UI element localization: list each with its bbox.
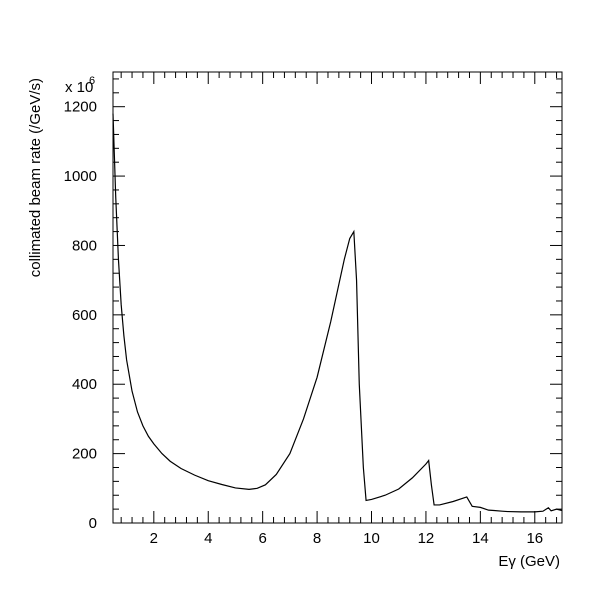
x-tick-label: 16	[526, 530, 543, 547]
plot-frame	[112, 71, 563, 524]
y-tick-label: 1200	[64, 99, 97, 116]
x-tick-label: 14	[472, 530, 489, 547]
y-tick-label: 400	[72, 376, 97, 393]
x-tick-label: 8	[313, 530, 321, 547]
y-multiplier-exponent: 6	[89, 75, 95, 87]
y-axis-label: collimated beam rate (/GeV/s)	[27, 78, 44, 277]
ticks-layer: 2 4 6 8 10 12 14 16 0 200 400 600 800 1000 1200	[64, 72, 562, 547]
y-tick-label: 1000	[64, 168, 97, 185]
y-tick-label: 600	[72, 307, 97, 324]
x-axis-label: Eγ (GeV)	[498, 553, 560, 570]
y-tick-label: 200	[72, 446, 97, 463]
x-tick-label: 12	[418, 530, 435, 547]
x-tick-label: 2	[150, 530, 158, 547]
x-tick-label: 10	[363, 530, 380, 547]
y-multiplier-label: x 10	[65, 79, 93, 96]
y-tick-label: 0	[89, 515, 97, 532]
x-tick-label: 4	[204, 530, 212, 547]
x-tick-label: 6	[258, 530, 266, 547]
series-line	[112, 113, 563, 513]
y-tick-label: 800	[72, 237, 97, 254]
